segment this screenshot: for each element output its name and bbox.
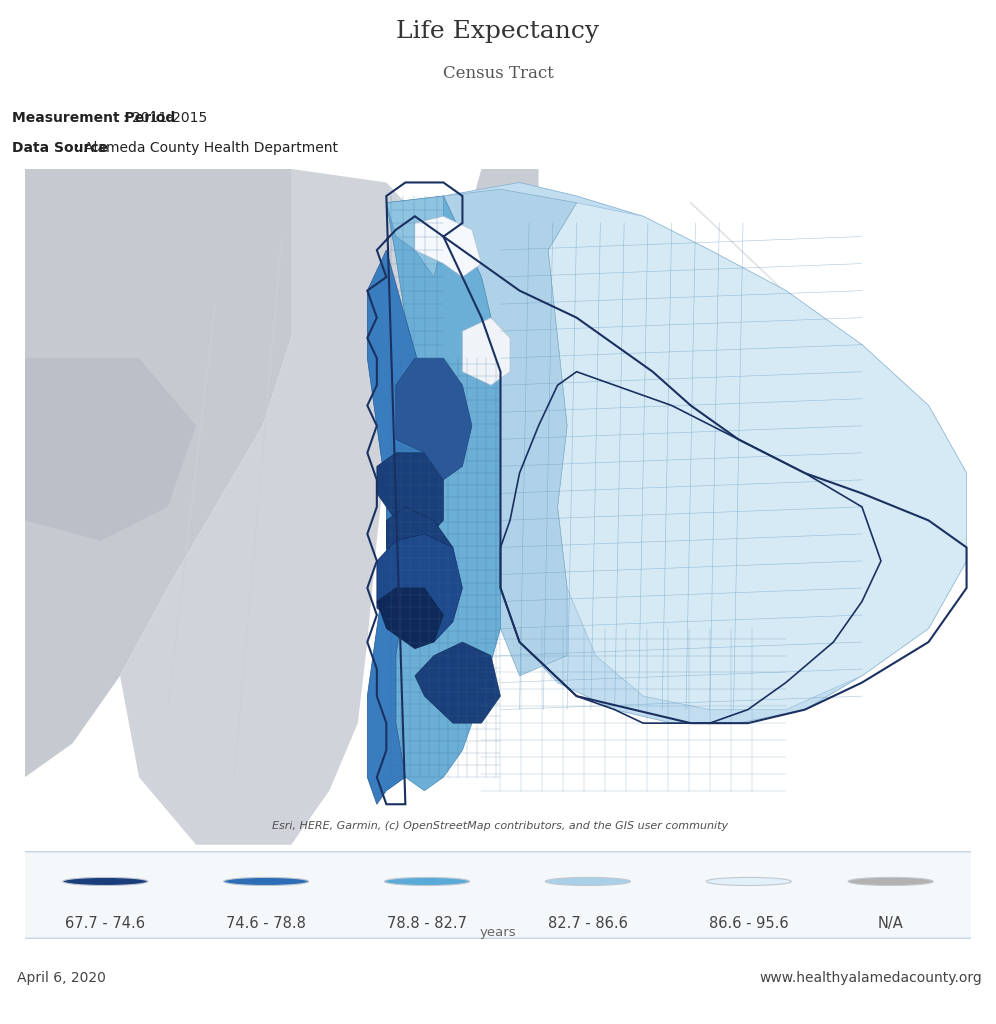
Polygon shape bbox=[376, 588, 443, 649]
Text: www.healthyalamedacounty.org: www.healthyalamedacounty.org bbox=[759, 972, 982, 985]
Text: : 2011-2015: : 2011-2015 bbox=[124, 111, 207, 125]
Polygon shape bbox=[386, 196, 443, 278]
Polygon shape bbox=[462, 317, 510, 385]
Polygon shape bbox=[376, 453, 443, 541]
Polygon shape bbox=[548, 203, 966, 710]
Circle shape bbox=[223, 878, 309, 886]
Polygon shape bbox=[472, 169, 539, 229]
Polygon shape bbox=[395, 358, 472, 480]
Polygon shape bbox=[386, 507, 453, 588]
Polygon shape bbox=[443, 182, 966, 723]
Text: : Alameda County Health Department: : Alameda County Health Department bbox=[76, 141, 339, 156]
Text: Data Source: Data Source bbox=[12, 141, 109, 156]
Text: 86.6 - 95.6: 86.6 - 95.6 bbox=[709, 916, 789, 931]
Text: 82.7 - 86.6: 82.7 - 86.6 bbox=[548, 916, 627, 931]
Text: Life Expectancy: Life Expectancy bbox=[396, 19, 600, 43]
Polygon shape bbox=[443, 189, 577, 676]
FancyBboxPatch shape bbox=[20, 852, 976, 938]
Text: Measurement Period: Measurement Period bbox=[12, 111, 175, 125]
Polygon shape bbox=[121, 169, 424, 845]
Text: N/A: N/A bbox=[877, 916, 903, 931]
Circle shape bbox=[545, 878, 630, 886]
Polygon shape bbox=[25, 358, 196, 541]
Text: 78.8 - 82.7: 78.8 - 82.7 bbox=[387, 916, 467, 931]
Text: years: years bbox=[480, 926, 516, 939]
Polygon shape bbox=[415, 216, 481, 278]
Circle shape bbox=[384, 878, 470, 886]
Circle shape bbox=[706, 878, 792, 886]
Circle shape bbox=[848, 878, 933, 886]
Text: April 6, 2020: April 6, 2020 bbox=[17, 972, 106, 985]
Polygon shape bbox=[376, 534, 462, 642]
Polygon shape bbox=[368, 250, 434, 804]
Text: Census Tract: Census Tract bbox=[442, 66, 554, 82]
Text: 67.7 - 74.6: 67.7 - 74.6 bbox=[66, 916, 145, 931]
Polygon shape bbox=[386, 196, 500, 791]
Text: 74.6 - 78.8: 74.6 - 78.8 bbox=[226, 916, 306, 931]
Text: Esri, HERE, Garmin, (c) OpenStreetMap contributors, and the GIS user community: Esri, HERE, Garmin, (c) OpenStreetMap co… bbox=[273, 821, 728, 831]
Circle shape bbox=[63, 878, 148, 886]
Polygon shape bbox=[415, 642, 500, 723]
Polygon shape bbox=[25, 169, 311, 777]
